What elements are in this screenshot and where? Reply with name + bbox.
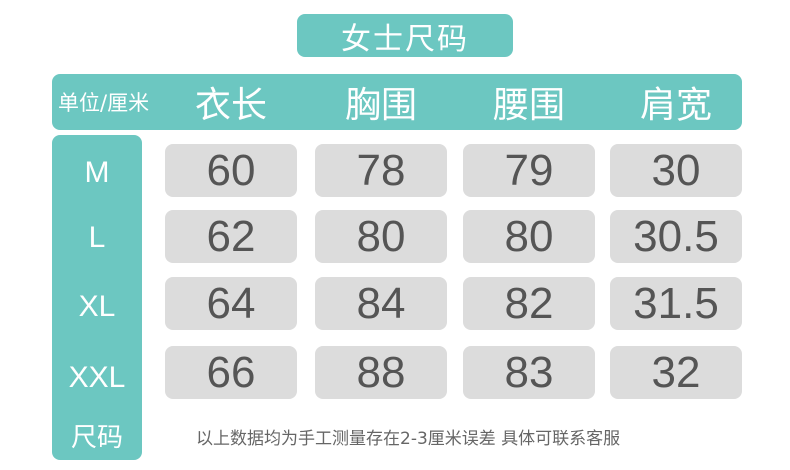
- column-header-waist: 腰围: [492, 85, 565, 126]
- size-label-m: M: [84, 156, 110, 189]
- table-cell-shoulder: 31.5: [610, 277, 742, 330]
- table-cell-waist: 83: [463, 346, 595, 399]
- table-cell-waist: 82: [463, 277, 595, 330]
- table-cell-length: 62: [165, 210, 297, 263]
- column-header-length: 衣长: [194, 85, 267, 126]
- table-cell-length: 60: [165, 144, 297, 197]
- size-label-xxl: XXL: [68, 361, 126, 394]
- size-label-l: L: [88, 221, 106, 254]
- size-footer-label: 尺码: [70, 423, 123, 453]
- unit-label: 单位/厘米: [58, 91, 150, 115]
- table-cell-length: 64: [165, 277, 297, 330]
- table-cell-shoulder: 30.5: [610, 210, 742, 263]
- table-cell-bust: 80: [315, 210, 447, 263]
- measurement-note: 以上数据均为手工测量存在2-3厘米误差 具体可联系客服: [196, 429, 621, 449]
- table-cell-bust: 78: [315, 144, 447, 197]
- table-cell-waist: 79: [463, 144, 595, 197]
- table-cell-shoulder: 30: [610, 144, 742, 197]
- column-header-shoulder: 肩宽: [639, 85, 712, 126]
- column-header-bust: 胸围: [344, 85, 417, 126]
- table-cell-bust: 88: [315, 346, 447, 399]
- table-header: 单位/厘米 衣长 胸围 腰围 肩宽: [52, 74, 742, 130]
- size-column: M L XL XXL 尺码: [52, 135, 142, 460]
- table-cell-waist: 80: [463, 210, 595, 263]
- table-cell-shoulder: 32: [610, 346, 742, 399]
- table-cell-length: 66: [165, 346, 297, 399]
- size-label-xl: XL: [78, 290, 116, 323]
- chart-title: 女士尺码: [297, 14, 513, 57]
- table-cell-bust: 84: [315, 277, 447, 330]
